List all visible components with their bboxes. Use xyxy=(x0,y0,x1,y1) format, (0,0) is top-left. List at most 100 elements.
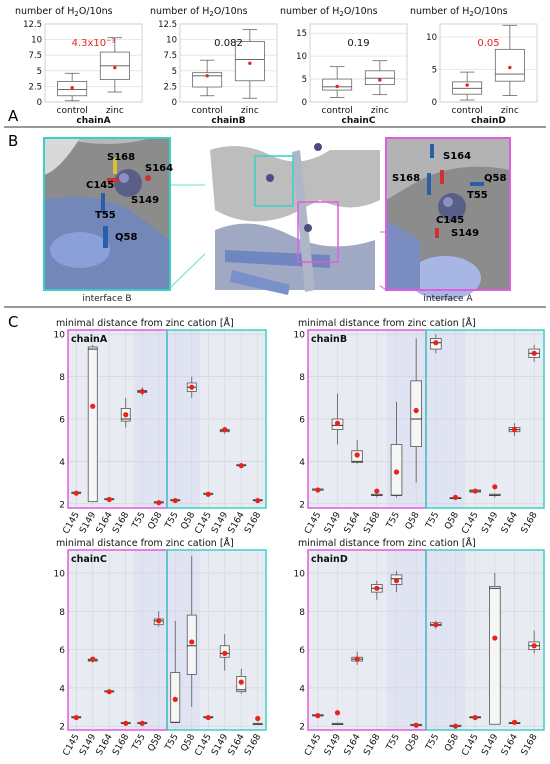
y-tick-label: 0 xyxy=(37,98,42,108)
chart-c-chainD: minimal distance from zinc cation [Å] 2 4 6… xyxy=(294,537,545,758)
chain-label: chainA xyxy=(76,116,110,126)
title-rest: O/10ns xyxy=(474,6,508,17)
mean-marker xyxy=(374,585,380,591)
mean-marker xyxy=(106,496,112,503)
mean-marker xyxy=(139,720,145,726)
y-tick-label: 5 xyxy=(302,75,307,85)
x-tick-label: S168 xyxy=(111,732,131,757)
x-tick-label: Q58 xyxy=(443,510,461,531)
mean-marker xyxy=(238,679,244,685)
x-tick-label: Q58 xyxy=(404,510,422,531)
residue-label: S168 xyxy=(392,173,420,184)
mean-marker xyxy=(205,714,211,721)
chart-title: minimal distance from zinc cation [Å] xyxy=(56,317,234,329)
y-tick-label: 6 xyxy=(59,646,65,656)
chart-title: minimal distance from zinc cation [Å] xyxy=(298,317,476,329)
x-tick-label: Q58 xyxy=(443,732,461,753)
chain-label: chainC xyxy=(71,554,107,565)
y-tick-label: 7.5 xyxy=(163,51,177,61)
x-tick-label: control xyxy=(322,106,353,116)
protein-structure-overview xyxy=(205,138,380,295)
mean-marker xyxy=(90,656,96,662)
panel-b-letter: B xyxy=(8,132,18,150)
residue-label: S149 xyxy=(451,228,479,239)
mean-marker xyxy=(189,639,195,645)
x-tick-label: T55 xyxy=(384,511,402,532)
chart-a-chainC: number of H2O/10ns 0 5 10 15 control zinc 0.19 c… xyxy=(280,6,408,126)
x-tick-label: S168 xyxy=(520,510,540,535)
chain-label: chainB xyxy=(211,116,245,126)
y-tick-label: 0 xyxy=(432,98,437,108)
mean-marker xyxy=(189,384,195,390)
chart-title: number of H2O/10ns xyxy=(280,6,378,18)
mean-marker xyxy=(255,715,261,722)
y-tick-label: 0 xyxy=(302,98,307,108)
mean-marker xyxy=(374,488,380,494)
mean-marker xyxy=(413,407,419,414)
subscript: 2 xyxy=(339,10,343,18)
mean-marker xyxy=(354,452,360,458)
box xyxy=(322,78,353,91)
x-tick-label: S164 xyxy=(343,510,363,535)
mean-marker xyxy=(354,656,360,662)
residue-label: C145 xyxy=(436,215,464,226)
x-tick-label: Q58 xyxy=(404,732,422,753)
x-tick-label: T55 xyxy=(424,733,442,754)
panel-a: number of H2O/10ns 0 2.5 5 7.5 10 12.5 control z… xyxy=(15,6,538,126)
mean-marker xyxy=(222,426,228,433)
mean-marker xyxy=(156,618,162,624)
x-tick-label: S168 xyxy=(243,510,263,535)
mean-marker xyxy=(123,412,129,418)
x-tick-label: S168 xyxy=(362,732,382,757)
mean-marker xyxy=(531,643,537,649)
x-tick-label: control xyxy=(192,106,223,116)
y-tick-label: 8 xyxy=(59,373,65,383)
mean-marker xyxy=(205,491,211,497)
y-tick-label: 2 xyxy=(299,723,305,733)
mean-marker xyxy=(452,494,459,501)
box xyxy=(192,72,223,88)
residue-label: T55 xyxy=(467,190,488,201)
y-tick-label: 10 xyxy=(166,36,177,46)
x-tick-label: C145 xyxy=(303,511,323,536)
y-tick-label: 8 xyxy=(59,608,65,618)
y-tick-label: 5 xyxy=(37,67,42,77)
mean-marker xyxy=(222,650,228,657)
y-tick-label: 8 xyxy=(299,608,305,618)
residue-label: Q58 xyxy=(484,173,506,184)
x-tick-label: Q58 xyxy=(146,510,164,531)
x-tick-label: zinc xyxy=(371,106,389,116)
chain-label: chainC xyxy=(342,116,376,126)
x-tick-label: zinc xyxy=(501,106,519,116)
y-tick-label: 4 xyxy=(59,684,65,694)
y-tick-label: 2 xyxy=(299,500,305,510)
x-tick-label: S164 xyxy=(343,732,363,757)
y-tick-label: 10 xyxy=(426,33,437,43)
interface-b-caption: interface B xyxy=(82,294,131,304)
x-tick-label: Q58 xyxy=(146,732,164,753)
chart-title: minimal distance from zinc cation [Å] xyxy=(56,537,234,549)
mean-marker xyxy=(205,74,209,78)
mean-marker xyxy=(334,710,341,716)
residue-label: Q58 xyxy=(115,232,137,243)
panel-a-letter: A xyxy=(8,107,19,125)
y-tick-label: 0 xyxy=(172,98,177,108)
mean-marker xyxy=(172,497,178,504)
x-tick-label: zinc xyxy=(106,106,124,116)
plot-frame xyxy=(439,23,538,103)
plot-frame xyxy=(44,23,143,103)
mean-marker xyxy=(531,350,537,356)
mean-marker xyxy=(492,635,498,641)
x-tick-label: S168 xyxy=(520,732,540,757)
box xyxy=(234,41,265,82)
x-tick-label: S149 xyxy=(480,732,500,757)
box xyxy=(186,614,197,675)
mean-marker xyxy=(70,85,74,90)
panel-c: minimal distance from zinc cation [Å] 2 4 6… xyxy=(54,317,545,758)
chart-c-chainA: minimal distance from zinc cation [Å] 2 4 6… xyxy=(54,317,267,536)
chart-c-chainC: minimal distance from zinc cation [Å] 2 4 6… xyxy=(54,537,267,758)
residue-label: C145 xyxy=(86,180,114,191)
y-tick-label: 12.5 xyxy=(158,20,177,30)
chain-label: chainB xyxy=(311,334,347,345)
x-tick-label: S164 xyxy=(500,732,520,757)
